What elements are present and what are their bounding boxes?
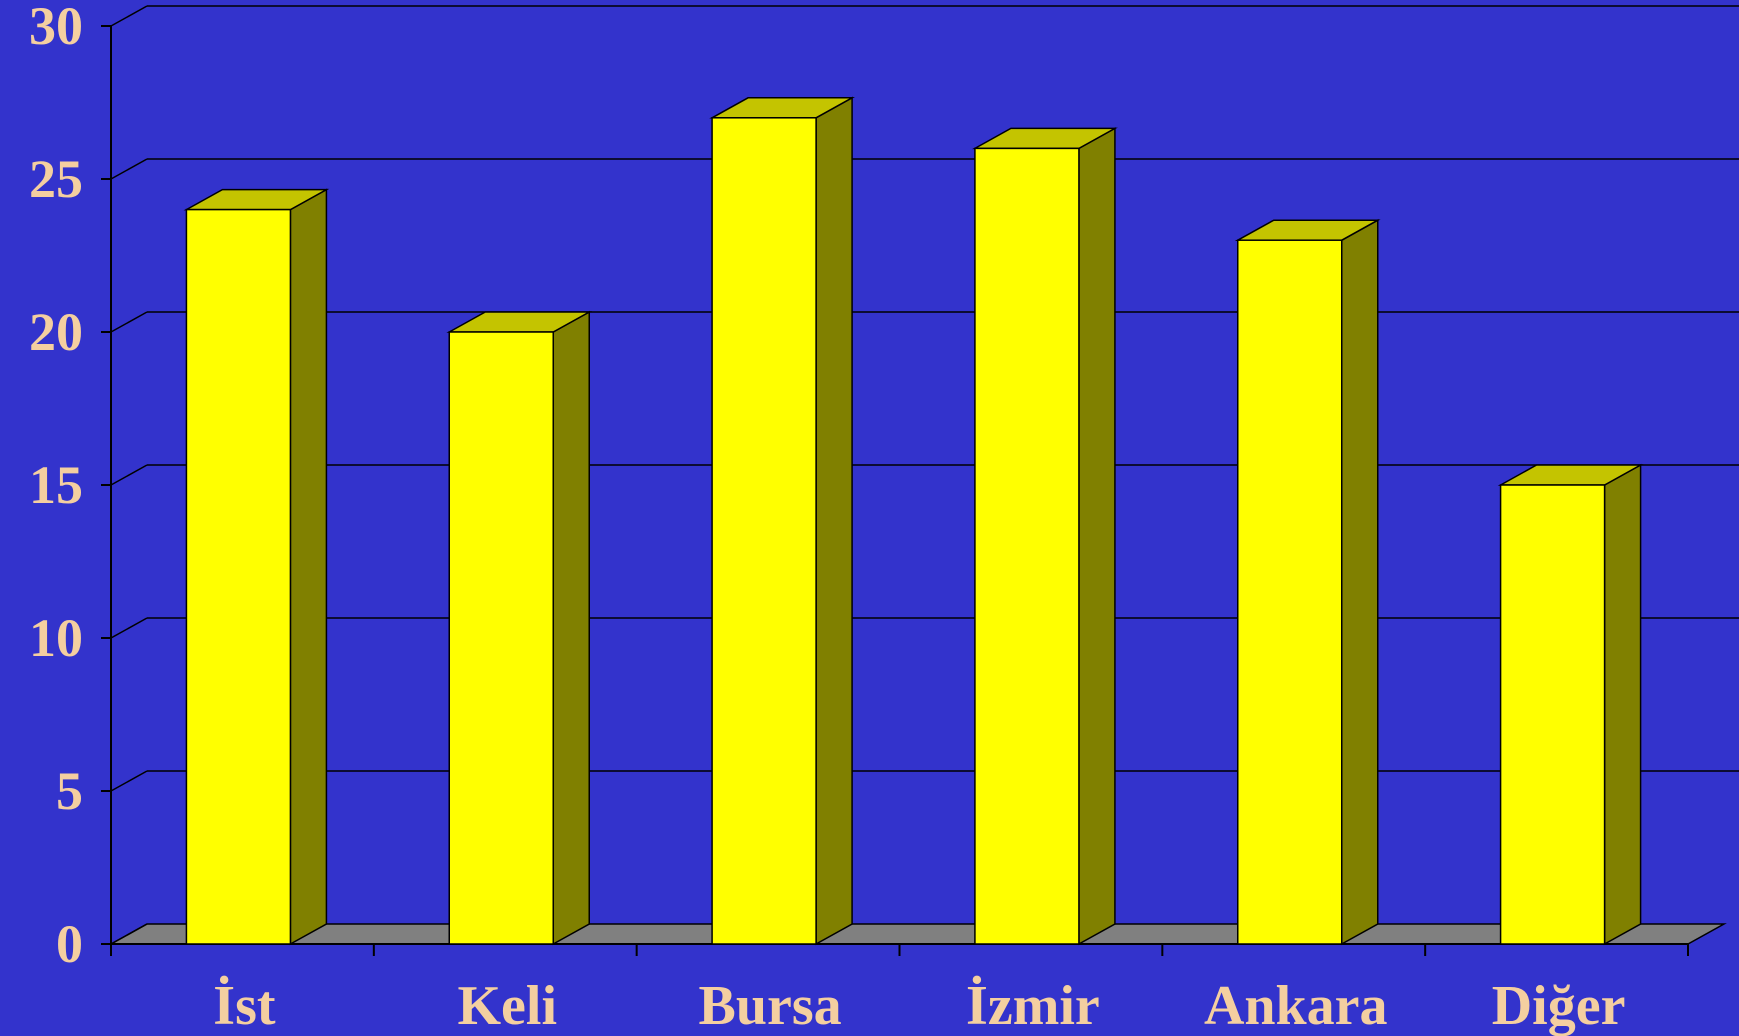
chart-floor <box>108 923 1727 945</box>
bar-0 <box>183 188 330 946</box>
bar-side <box>1603 463 1642 946</box>
gridline-diagonal <box>110 158 148 180</box>
y-tick-label: 20 <box>29 302 83 362</box>
y-tick-label: 30 <box>29 0 83 56</box>
bar-side <box>1341 218 1379 946</box>
bar-front <box>448 331 554 945</box>
bar-front <box>1237 239 1343 945</box>
gridline-diagonal <box>110 5 148 27</box>
gridline-diagonal <box>110 311 148 333</box>
bar-3 <box>972 127 1118 946</box>
bar-side <box>289 188 328 946</box>
y-tick-label: 0 <box>56 914 83 974</box>
gridline-diagonal <box>110 617 148 639</box>
y-tick-label: 15 <box>29 455 83 515</box>
bar-front <box>1499 484 1606 945</box>
x-category-label: Diğer <box>1492 975 1626 1036</box>
y-tick-label: 5 <box>56 761 83 821</box>
x-category-label: Bursa <box>699 975 842 1036</box>
gridline-diagonal <box>110 923 148 945</box>
bar-front <box>711 117 817 945</box>
bar-2 <box>709 96 855 946</box>
gridline-diagonal <box>110 770 148 792</box>
bar-front <box>185 208 292 945</box>
bar-side <box>815 96 853 946</box>
y-tick-label: 10 <box>29 608 83 668</box>
bar-5 <box>1497 463 1644 946</box>
bar-1 <box>446 310 593 946</box>
bar-4 <box>1234 218 1381 946</box>
y-tick-label: 25 <box>29 149 83 209</box>
gridline-diagonal <box>110 464 148 486</box>
x-category-label: İzmir <box>966 975 1100 1036</box>
x-category-label: Keli <box>457 975 557 1036</box>
x-category-label: Ankara <box>1204 975 1388 1036</box>
bar-side <box>1078 127 1116 946</box>
bar-front <box>974 147 1080 945</box>
bar-side <box>552 310 590 946</box>
x-category-label: İst <box>213 975 276 1036</box>
